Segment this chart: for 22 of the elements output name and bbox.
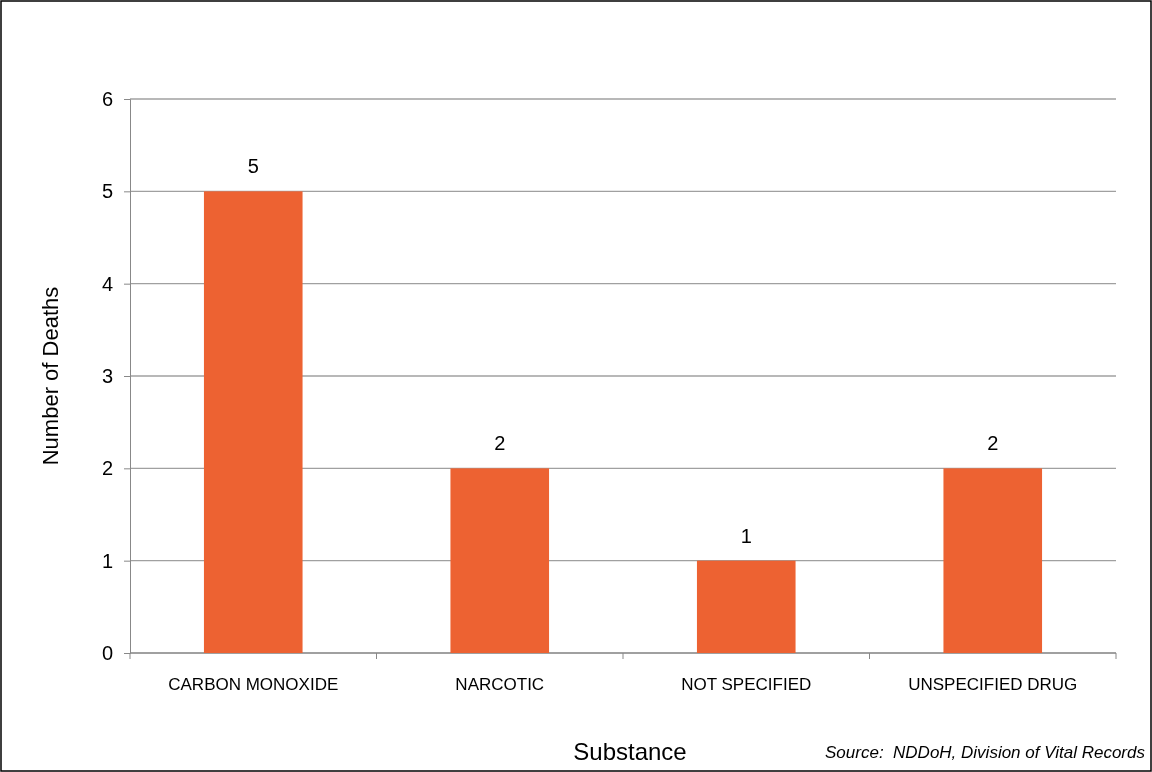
x-tick-label: UNSPECIFIED DRUG bbox=[908, 675, 1078, 694]
x-tick-label: NOT SPECIFIED bbox=[681, 675, 812, 694]
x-tick-label: CARBON MONOXIDE bbox=[168, 675, 339, 694]
bar bbox=[696, 560, 796, 653]
bar bbox=[943, 468, 1043, 653]
y-tick-label: 6 bbox=[101, 87, 113, 110]
y-tick-label: 5 bbox=[101, 180, 113, 203]
y-tick-label: 0 bbox=[101, 641, 113, 664]
bar bbox=[450, 468, 550, 653]
bar bbox=[203, 191, 303, 653]
source-note: Source: NDDoH, Division of Vital Records bbox=[825, 743, 1146, 762]
y-tick-label: 2 bbox=[101, 457, 113, 480]
y-tick-label: 3 bbox=[101, 364, 113, 387]
x-axis-title: Substance bbox=[573, 738, 687, 765]
data-label: 2 bbox=[494, 432, 506, 455]
data-label: 1 bbox=[740, 524, 752, 547]
y-tick-label: 4 bbox=[101, 272, 113, 295]
y-tick-label: 1 bbox=[101, 549, 113, 572]
data-label: 5 bbox=[247, 155, 259, 178]
y-axis-title: Number of Deaths bbox=[38, 286, 63, 466]
x-tick-label: NARCOTIC bbox=[455, 675, 545, 694]
data-label: 2 bbox=[987, 432, 999, 455]
